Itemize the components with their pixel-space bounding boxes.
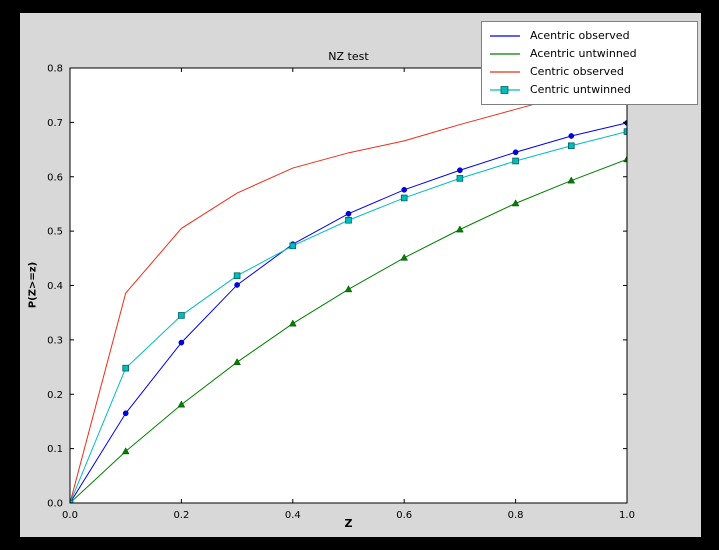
legend: Acentric observed Acentric untwinned Centr… <box>481 21 698 105</box>
legend-square-marker <box>500 86 509 94</box>
x-axis-label: Z <box>344 517 353 530</box>
legend-label: Centric observed <box>530 65 624 78</box>
legend-item: Acentric observed <box>488 27 691 45</box>
legend-label: Acentric untwinned <box>530 47 637 60</box>
legend-line-sample <box>490 35 520 37</box>
legend-label: Centric untwinned <box>530 83 631 96</box>
legend-item: Centric observed <box>488 63 691 81</box>
chart-title: NZ test <box>328 50 369 63</box>
y-axis-label: P(Z>=z) <box>27 261 39 309</box>
legend-line-sample <box>490 86 520 94</box>
legend-item: Acentric untwinned <box>488 45 691 63</box>
legend-line-sample <box>490 71 520 73</box>
legend-item: Centric untwinned <box>488 81 691 99</box>
legend-line-sample <box>490 53 520 55</box>
legend-label: Acentric observed <box>530 29 630 42</box>
